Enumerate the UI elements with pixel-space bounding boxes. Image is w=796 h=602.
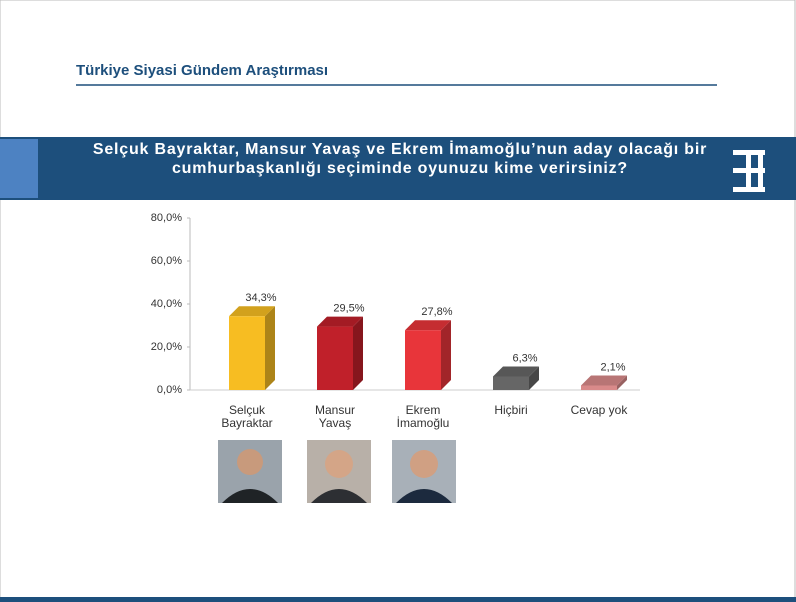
value-label: 34,3% xyxy=(245,292,276,304)
x-tick-label: Selçuk Bayraktar xyxy=(221,403,273,430)
bar-side xyxy=(265,306,275,390)
bar-top xyxy=(405,320,451,331)
footer-band xyxy=(0,597,796,602)
value-label: 6,3% xyxy=(512,352,537,364)
photos xyxy=(218,440,456,503)
question: Selçuk Bayraktar, Mansur Yavaş ve Ekrem … xyxy=(92,141,708,177)
bar xyxy=(581,385,617,390)
bar-side xyxy=(529,366,539,390)
x-tick-label: Mansur Yavaş xyxy=(314,403,355,430)
bar-top xyxy=(229,306,275,317)
x-tick-label: Cevap yok xyxy=(570,403,628,417)
question-band xyxy=(0,137,796,200)
y-tick-label: 0,0% xyxy=(157,384,182,396)
logo xyxy=(733,150,765,192)
y-tick-label: 20,0% xyxy=(151,341,182,353)
bar-top xyxy=(317,316,363,327)
value-label: 27,8% xyxy=(421,306,452,318)
bar xyxy=(317,326,353,390)
bar-side xyxy=(441,320,451,390)
bar-top xyxy=(581,375,627,386)
band-accent xyxy=(0,139,38,198)
page-title: Türkiye Siyasi Gündem Araştırması xyxy=(76,62,329,79)
bar-top xyxy=(493,366,539,377)
bar xyxy=(229,316,265,390)
value-label: 29,5% xyxy=(333,302,364,314)
y-tick-label: 60,0% xyxy=(151,255,182,267)
x-tick-label: Ekrem İmamoğlu xyxy=(396,403,450,430)
bar xyxy=(493,376,529,390)
bar xyxy=(405,330,441,390)
bar-side xyxy=(353,316,363,390)
y-tick-label: 80,0% xyxy=(151,212,182,224)
bar-side xyxy=(617,375,627,390)
value-label: 2,1% xyxy=(600,361,625,373)
y-tick-label: 40,0% xyxy=(151,298,182,310)
x-tick-label: Hiçbiri xyxy=(494,403,528,417)
